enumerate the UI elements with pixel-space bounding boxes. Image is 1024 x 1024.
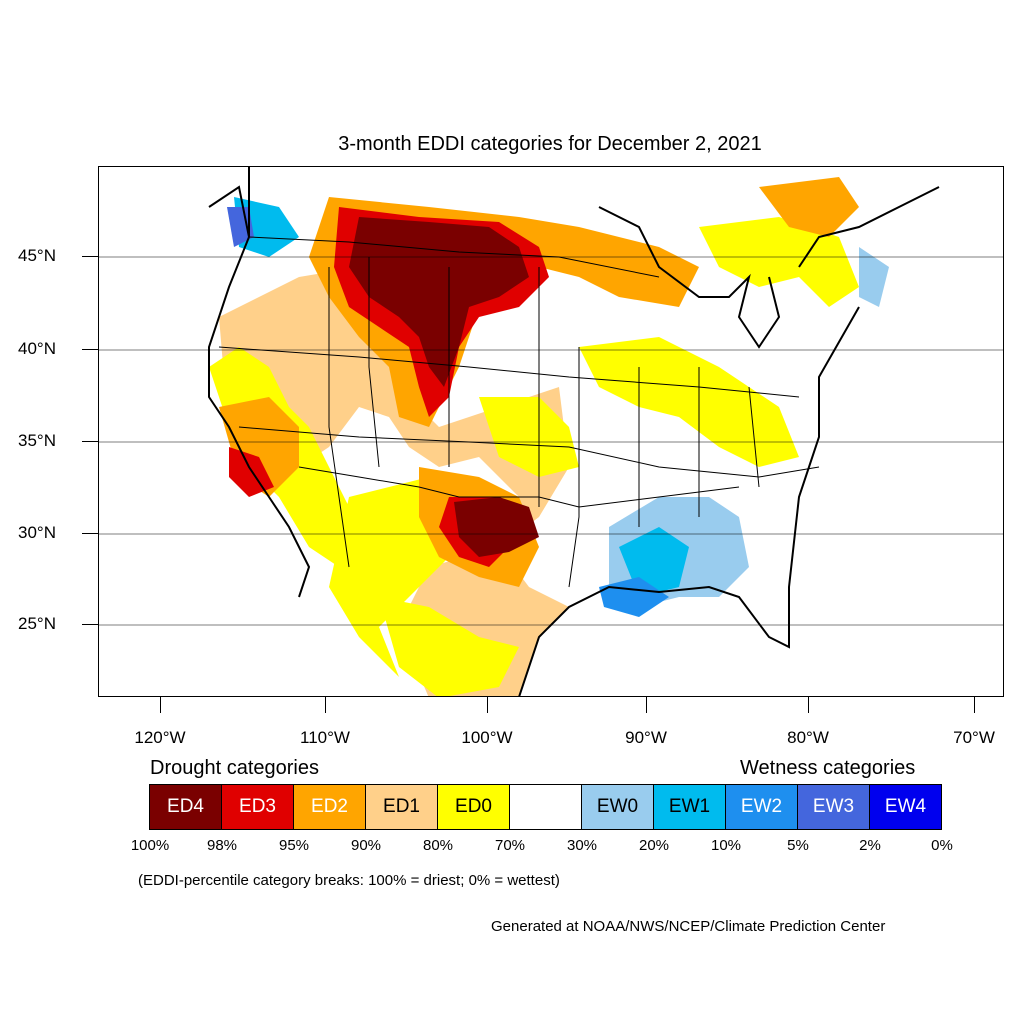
eddi-map-graphic <box>99 167 1003 696</box>
ew3-region-northwest <box>227 207 254 247</box>
legend-box-ew4: EW4 <box>869 784 942 830</box>
lon-tick <box>808 697 809 713</box>
percentile-label: 5% <box>787 837 809 854</box>
lon-tick <box>325 697 326 713</box>
percentile-label: 10% <box>710 837 742 854</box>
percentile-label: 70% <box>494 837 526 854</box>
eddi-map <box>98 166 1004 697</box>
ed2-region-northeast <box>759 177 859 237</box>
percentile-label: 98% <box>206 837 238 854</box>
lat-tick <box>82 441 98 442</box>
lon-label-80: 80°W <box>787 728 829 747</box>
lat-label-25: 25°N <box>18 614 56 633</box>
legend-box-normal <box>509 784 582 830</box>
lat-tick <box>82 256 98 257</box>
legend-box-ew1: EW1 <box>653 784 726 830</box>
lat-label-35: 35°N <box>18 431 56 450</box>
percentile-label: 0% <box>931 837 953 854</box>
ed4-region-north <box>349 217 529 387</box>
ed0-region-midwest <box>479 397 579 477</box>
lon-tick <box>974 697 975 713</box>
lat-tick <box>82 624 98 625</box>
ed0-region-gulf <box>379 597 519 696</box>
ed1-region <box>219 267 569 696</box>
percentile-label: 20% <box>638 837 670 854</box>
lon-label-110: 110°W <box>300 728 350 747</box>
ed0-region-east <box>579 337 799 467</box>
map-title: 3-month EDDI categories for December 2, … <box>338 133 762 155</box>
percentile-label: 95% <box>278 837 310 854</box>
lat-label-40: 40°N <box>18 339 56 358</box>
legend-box-ed3: ED3 <box>221 784 294 830</box>
percentile-label: 80% <box>422 837 454 854</box>
drought-heading: Drought categories <box>150 757 319 779</box>
lon-tick <box>646 697 647 713</box>
lat-tick <box>82 533 98 534</box>
legend-box-ew0: EW0 <box>581 784 654 830</box>
category-legend: ED4 ED3 ED2 ED1 ED0 EW0 EW1 EW2 EW3 EW4 <box>149 784 942 830</box>
percentile-label: 2% <box>859 837 881 854</box>
percentile-label: 100% <box>130 837 170 854</box>
lon-label-70: 70°W <box>953 728 995 747</box>
wetness-heading: Wetness categories <box>740 757 916 779</box>
legend-box-ed2: ED2 <box>293 784 366 830</box>
legend-box-ew3: EW3 <box>797 784 870 830</box>
percentile-label: 30% <box>566 837 598 854</box>
lon-tick <box>160 697 161 713</box>
percentile-label: 90% <box>350 837 382 854</box>
coastlines <box>208 167 940 696</box>
credit-line: Generated at NOAA/NWS/NCEP/Climate Predi… <box>491 918 886 935</box>
lon-label-100: 100°W <box>461 728 513 747</box>
ew0-region-northeast <box>859 247 889 307</box>
lon-label-120: 120°W <box>134 728 186 747</box>
lat-label-30: 30°N <box>18 523 56 542</box>
ed4-region-texas <box>454 497 539 557</box>
lat-label-45: 45°N <box>18 246 56 265</box>
legend-box-ed0: ED0 <box>437 784 510 830</box>
graticule <box>99 256 1003 626</box>
lon-tick <box>487 697 488 713</box>
ew1-region-northwest <box>234 197 299 257</box>
legend-box-ed4: ED4 <box>149 784 222 830</box>
category-note: (EDDI-percentile category breaks: 100% =… <box>138 872 560 889</box>
legend-box-ew2: EW2 <box>725 784 798 830</box>
lon-label-90: 90°W <box>625 728 667 747</box>
lat-tick <box>82 349 98 350</box>
legend-box-ed1: ED1 <box>365 784 438 830</box>
ed0-region-northeast <box>699 217 859 307</box>
